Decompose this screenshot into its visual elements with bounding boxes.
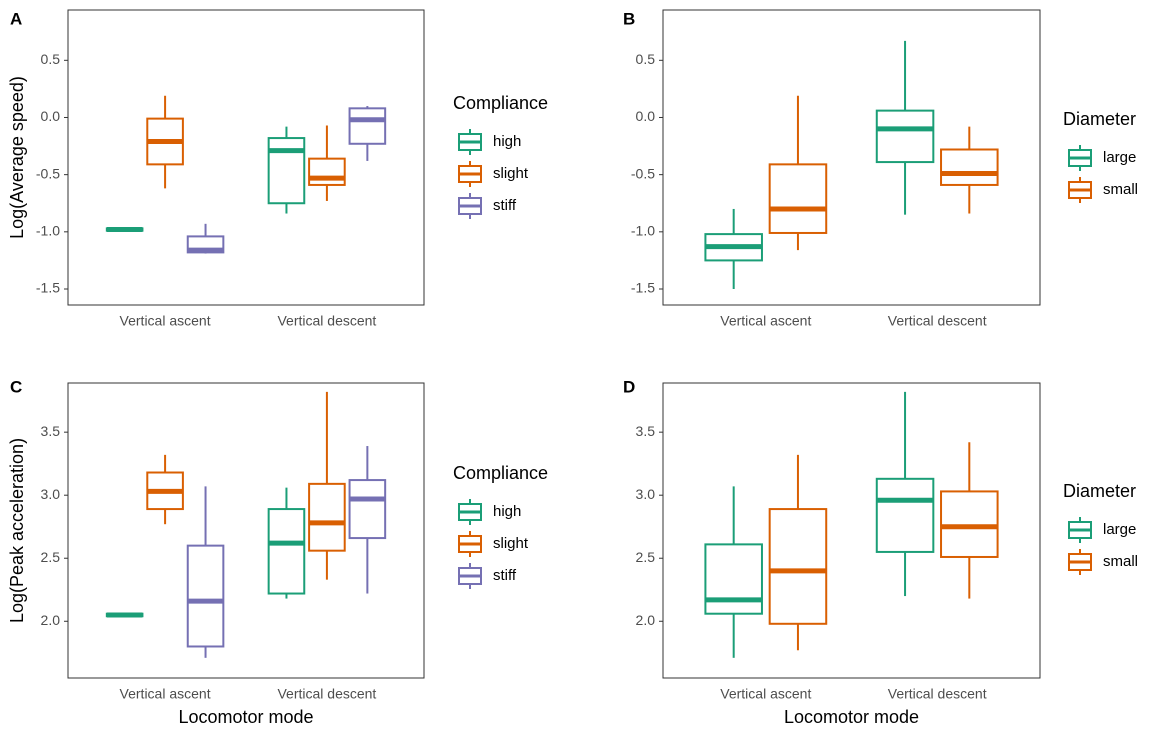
y-tick-label: 0.0 <box>41 108 61 124</box>
box <box>267 508 306 595</box>
panel-label: B <box>623 9 635 28</box>
box <box>308 157 346 186</box>
box <box>186 544 225 648</box>
legend-label: stiff <box>493 197 517 214</box>
legend-label: small <box>1103 553 1138 570</box>
y-axis-title: Log(Peak acceleration) <box>7 438 27 623</box>
legend-title: Diameter <box>1063 481 1136 501</box>
box <box>768 508 828 625</box>
panel-label: A <box>10 9 22 28</box>
box <box>875 109 935 164</box>
legend-label: small <box>1103 181 1138 198</box>
legend-label: slight <box>493 535 529 552</box>
plot-border <box>662 9 1041 306</box>
legend-label: high <box>493 503 521 520</box>
y-tick-label: 0.5 <box>636 51 656 67</box>
y-tick-label: 2.5 <box>41 549 61 565</box>
y-tick-label: 3.0 <box>636 486 656 502</box>
x-tick-label: Vertical descent <box>277 686 376 702</box>
legend-title: Diameter <box>1063 109 1136 129</box>
box <box>267 137 306 205</box>
y-tick-label: 2.0 <box>41 612 61 628</box>
legend-label: large <box>1103 521 1136 538</box>
y-tick-label: -1.0 <box>36 223 60 239</box>
plot-border <box>662 382 1041 679</box>
panel-label: D <box>623 377 635 396</box>
y-tick-label: -1.5 <box>631 280 655 296</box>
box <box>875 477 935 553</box>
y-tick-label: 3.5 <box>636 423 656 439</box>
x-tick-label: Vertical descent <box>888 313 987 329</box>
x-tick-label: Vertical ascent <box>720 686 811 702</box>
legend-title: Compliance <box>453 93 548 113</box>
x-tick-label: Vertical ascent <box>120 313 211 329</box>
y-tick-label: -0.5 <box>631 165 655 181</box>
legend-label: large <box>1103 149 1136 166</box>
box <box>768 163 828 234</box>
y-tick-label: 3.5 <box>41 423 61 439</box>
legend-label: stiff <box>493 567 517 584</box>
x-tick-label: Vertical ascent <box>720 313 811 329</box>
y-tick-label: 0.0 <box>636 108 656 124</box>
y-tick-label: 2.5 <box>636 549 656 565</box>
y-tick-label: 2.0 <box>636 612 656 628</box>
box <box>940 148 999 186</box>
y-tick-label: 0.5 <box>41 51 61 67</box>
x-tick-label: Vertical descent <box>277 313 376 329</box>
x-axis-title: Locomotor mode <box>784 707 919 727</box>
y-tick-label: -0.5 <box>36 165 60 181</box>
x-tick-label: Vertical descent <box>888 686 987 702</box>
x-axis-title: Locomotor mode <box>178 707 313 727</box>
y-tick-label: 3.0 <box>41 486 61 502</box>
legend-label: slight <box>493 165 529 182</box>
box <box>704 543 763 615</box>
box <box>940 490 999 558</box>
panel-label: C <box>10 377 22 396</box>
box <box>308 482 346 552</box>
legend-label: high <box>493 133 521 150</box>
legend-title: Compliance <box>453 463 548 483</box>
plot-border <box>67 9 425 306</box>
y-axis-title: Log(Average speed) <box>7 76 27 239</box>
box <box>348 479 387 540</box>
y-tick-label: -1.5 <box>36 280 60 296</box>
box <box>348 107 387 145</box>
plot-border <box>67 382 425 679</box>
y-tick-label: -1.0 <box>631 223 655 239</box>
x-tick-label: Vertical ascent <box>120 686 211 702</box>
